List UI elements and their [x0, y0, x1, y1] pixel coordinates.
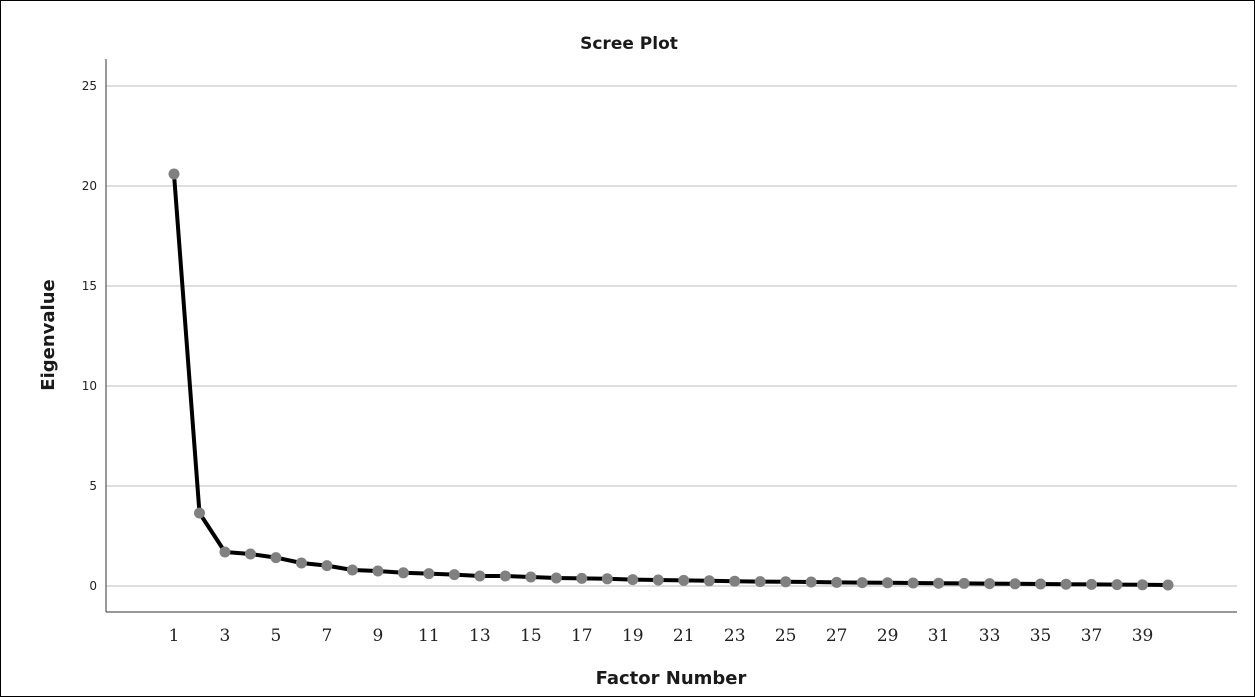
x-tick-label: 37: [1081, 626, 1103, 646]
series-line: [172, 172, 1170, 587]
data-point: [627, 574, 639, 586]
data-point: [729, 575, 741, 587]
data-point: [448, 569, 460, 581]
y-tick-label: 25: [82, 79, 97, 93]
data-point: [346, 564, 358, 576]
data-point: [321, 560, 333, 572]
y-tick-labels: 0 5 10 15 20 25: [82, 79, 97, 593]
x-tick-label: 7: [322, 626, 333, 646]
y-tick-label: 0: [89, 579, 97, 593]
data-point: [805, 576, 817, 588]
x-tick-label: 29: [877, 626, 899, 646]
data-point: [831, 576, 843, 588]
data-point: [1137, 579, 1149, 591]
data-point: [423, 568, 435, 580]
data-point: [193, 507, 205, 519]
data-point: [907, 577, 919, 589]
gridlines: [106, 85, 1237, 587]
data-point: [576, 572, 588, 584]
x-tick-label: 13: [469, 626, 491, 646]
x-tick-label: 5: [271, 626, 282, 646]
x-axis-label: Factor Number: [596, 668, 747, 689]
x-tick-label: 11: [418, 626, 440, 646]
data-point: [780, 576, 792, 588]
data-point: [1060, 578, 1072, 590]
data-point: [856, 577, 868, 589]
x-tick-label: 33: [979, 626, 1001, 646]
data-point: [1162, 579, 1174, 591]
axes: [105, 59, 1237, 613]
data-point: [372, 565, 384, 577]
y-tick-label: 5: [89, 479, 97, 493]
x-tick-label: 3: [220, 626, 231, 646]
x-tick-label: 1: [169, 626, 180, 646]
y-tick-label: 15: [82, 279, 97, 293]
y-axis-label: Eigenvalue: [38, 279, 59, 390]
data-point: [958, 577, 970, 589]
data-point: [219, 546, 231, 558]
data-point: [244, 548, 256, 560]
x-tick-label: 21: [673, 626, 695, 646]
data-point: [1111, 579, 1123, 591]
data-point: [1035, 578, 1047, 590]
data-point: [397, 567, 409, 579]
data-point: [168, 168, 180, 180]
x-tick-label: 23: [724, 626, 746, 646]
data-point: [652, 574, 664, 586]
x-tick-label: 19: [622, 626, 644, 646]
data-point: [984, 578, 996, 590]
data-point: [295, 557, 307, 569]
data-point: [678, 574, 690, 586]
x-tick-labels: 1 3 5 7 9 11 13 15 17 19 21 23 25 27 29 31 33 35 37 39: [169, 626, 1154, 646]
data-point: [754, 576, 766, 588]
data-point: [703, 575, 715, 587]
data-point: [525, 571, 537, 583]
data-point: [601, 573, 613, 585]
eigenvalue-series: [168, 168, 1174, 591]
data-point: [270, 552, 282, 564]
chart-title: Scree Plot: [580, 34, 678, 54]
y-tick-label: 10: [82, 379, 97, 393]
x-tick-label: 9: [372, 626, 383, 646]
x-tick-label: 25: [775, 626, 797, 646]
x-tick-label: 35: [1030, 626, 1052, 646]
x-tick-label: 31: [928, 626, 950, 646]
x-tick-label: 27: [826, 626, 848, 646]
x-tick-label: 17: [571, 626, 593, 646]
data-point: [1009, 578, 1021, 590]
data-point: [1086, 578, 1098, 590]
x-tick-label: 39: [1132, 626, 1154, 646]
data-point: [499, 570, 511, 582]
data-point: [882, 577, 894, 589]
x-tick-label: 15: [520, 626, 542, 646]
data-point: [550, 572, 562, 584]
y-tick-label: 20: [82, 179, 97, 193]
data-point: [933, 577, 945, 589]
data-point: [474, 570, 486, 582]
